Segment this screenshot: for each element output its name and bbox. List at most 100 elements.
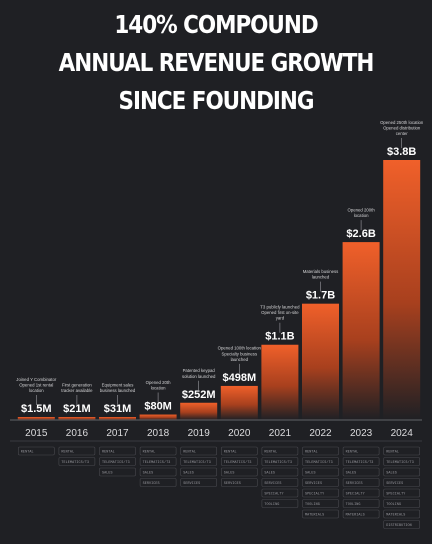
- business-tag-2017-2: TELEMATICS/T3: [102, 460, 130, 465]
- bar-2022: [302, 303, 339, 420]
- business-tag-box-2022: [302, 478, 339, 487]
- business-tag-2023-4: SERVICES: [346, 482, 363, 486]
- business-tag-2016-1: RENTAL: [61, 450, 74, 454]
- title-line-2: ANNUAL REVENUE GROWTH: [58, 48, 375, 77]
- business-tag-2018-3: SALES: [143, 471, 154, 475]
- business-tag-box-2021: [261, 457, 299, 466]
- business-tag-box-2018: [139, 446, 177, 456]
- business-tag-box-2023: [342, 509, 380, 519]
- business-tag-2016-2: TELEMATICS/T3: [61, 460, 89, 465]
- milestone-note-2016-line-1: First generation: [62, 382, 92, 387]
- business-tag-box-2023: [342, 446, 380, 456]
- bar-2018: [139, 414, 177, 420]
- business-tag-2020-4: SERVICES: [224, 482, 241, 486]
- business-tag-box-2016: [58, 446, 96, 456]
- year-label-2020: 2020: [228, 428, 251, 439]
- business-tag-2023-3: SALES: [346, 471, 357, 475]
- milestone-note-2020-line-1: Opened 100th location: [218, 346, 262, 351]
- bar-2017: [99, 417, 136, 420]
- business-tag-box-2015: [17, 446, 55, 456]
- business-tag-box-2018: [139, 467, 177, 477]
- business-tag-2023-1: RENTAL: [346, 450, 359, 454]
- business-tag-box-2024: [383, 509, 421, 519]
- year-label-2017: 2017: [106, 428, 129, 439]
- business-tag-box-2016: [58, 457, 96, 466]
- business-tag-2015-1: RENTAL: [21, 450, 34, 454]
- milestone-note-2017-line-2: business launched: [100, 388, 136, 393]
- milestone-note-2022-line-1: Materials business: [303, 269, 339, 274]
- business-tag-box-2022: [302, 457, 339, 466]
- business-tag-2022-4: SERVICES: [305, 482, 322, 486]
- business-tag-box-2020: [221, 467, 258, 477]
- milestone-note-2020-line-2: Specialty business: [222, 351, 258, 356]
- business-tag-2020-3: SALES: [224, 471, 235, 475]
- bar-2024: [383, 160, 421, 420]
- business-tag-2019-4: SERVICES: [183, 482, 200, 486]
- business-tag-2023-2: TELEMATICS/T3: [346, 460, 374, 465]
- business-tag-2021-3: SALES: [264, 471, 275, 475]
- business-tag-box-2018: [139, 478, 177, 487]
- business-tag-2023-5: SPECIALTY: [346, 492, 365, 496]
- year-label-2023: 2023: [350, 428, 373, 439]
- business-tag-2024-4: SERVICES: [386, 482, 403, 486]
- milestone-note-2024-line-2: Opened distribution: [383, 125, 421, 130]
- value-label-2017: $31M: [104, 403, 132, 415]
- business-tag-box-2021: [261, 446, 299, 456]
- title-line-3: SINCE FOUNDING: [118, 86, 315, 115]
- business-tag-box-2021: [261, 488, 299, 498]
- business-tag-2018-4: SERVICES: [143, 482, 160, 486]
- value-label-2016: $21M: [63, 403, 91, 415]
- bar-2020: [220, 385, 258, 420]
- business-tag-2024-5: SPECIALTY: [386, 492, 405, 496]
- business-tag-2024-2: TELEMATICS/T3: [386, 460, 414, 465]
- business-tag-2022-7: MATERIALS: [305, 513, 324, 517]
- year-label-2019: 2019: [188, 428, 211, 439]
- bar-2021: [261, 344, 299, 420]
- title-line-1: 140% COMPOUND: [114, 10, 318, 39]
- milestone-note-2017-line-1: Equipment sales: [102, 382, 134, 387]
- business-tag-2018-1: RENTAL: [143, 450, 156, 454]
- business-tag-2024-6: TOOLING: [386, 503, 401, 507]
- business-tag-box-2019: [180, 446, 217, 456]
- business-tag-box-2022: [302, 488, 339, 498]
- business-tag-box-2024: [383, 467, 421, 477]
- business-tag-box-2020: [221, 446, 258, 456]
- business-tag-box-2023: [342, 499, 380, 508]
- business-tag-2022-5: SPECIALTY: [305, 492, 324, 496]
- business-tag-2024-8: DISTRIBUTION: [386, 524, 412, 528]
- business-tag-box-2024: [383, 457, 421, 466]
- milestone-note-2020-line-3: launched: [231, 357, 249, 362]
- year-label-2016: 2016: [66, 428, 89, 439]
- milestone-note-2024-line-1: Opened 250th location: [380, 120, 424, 125]
- milestone-note-2024-line-3: center: [396, 131, 409, 136]
- business-tag-box-2024: [383, 478, 421, 487]
- business-tag-box-2021: [261, 478, 299, 487]
- business-tag-box-2024: [383, 520, 421, 529]
- year-label-2021: 2021: [269, 428, 292, 439]
- milestone-note-2015-line-1: Joined Y Combinator: [16, 377, 57, 382]
- milestone-note-2023-line-1: Opened 200th: [347, 208, 375, 213]
- milestone-note-2021-line-2: Opened first on-site: [261, 310, 299, 315]
- business-tag-2024-3: SALES: [386, 471, 397, 475]
- business-tag-2021-2: TELEMATICS/T3: [264, 460, 292, 465]
- business-tag-2020-1: RENTAL: [224, 450, 237, 454]
- milestone-note-2018-line-1: Opened 20th: [146, 380, 171, 385]
- business-tag-box-2023: [342, 457, 380, 466]
- value-label-2019: $252M: [182, 389, 216, 401]
- business-tag-2021-1: RENTAL: [264, 450, 277, 454]
- value-label-2018: $80M: [144, 401, 172, 413]
- business-tag-2022-1: RENTAL: [305, 450, 318, 454]
- bar-2016: [58, 417, 96, 420]
- business-tag-box-2022: [302, 499, 339, 508]
- business-tag-box-2024: [383, 446, 421, 456]
- business-tag-box-2018: [139, 457, 177, 466]
- business-tag-box-2023: [342, 488, 380, 498]
- business-tag-box-2019: [180, 478, 217, 487]
- business-tag-2019-3: SALES: [183, 471, 194, 475]
- business-tag-box-2021: [261, 467, 299, 477]
- business-tag-2023-7: MATERIALS: [346, 513, 365, 517]
- business-tag-box-2023: [342, 478, 380, 487]
- business-tag-2017-3: SALES: [102, 471, 113, 475]
- business-tag-2021-4: SERVICES: [264, 482, 281, 486]
- business-tag-2021-6: TOOLING: [264, 503, 279, 507]
